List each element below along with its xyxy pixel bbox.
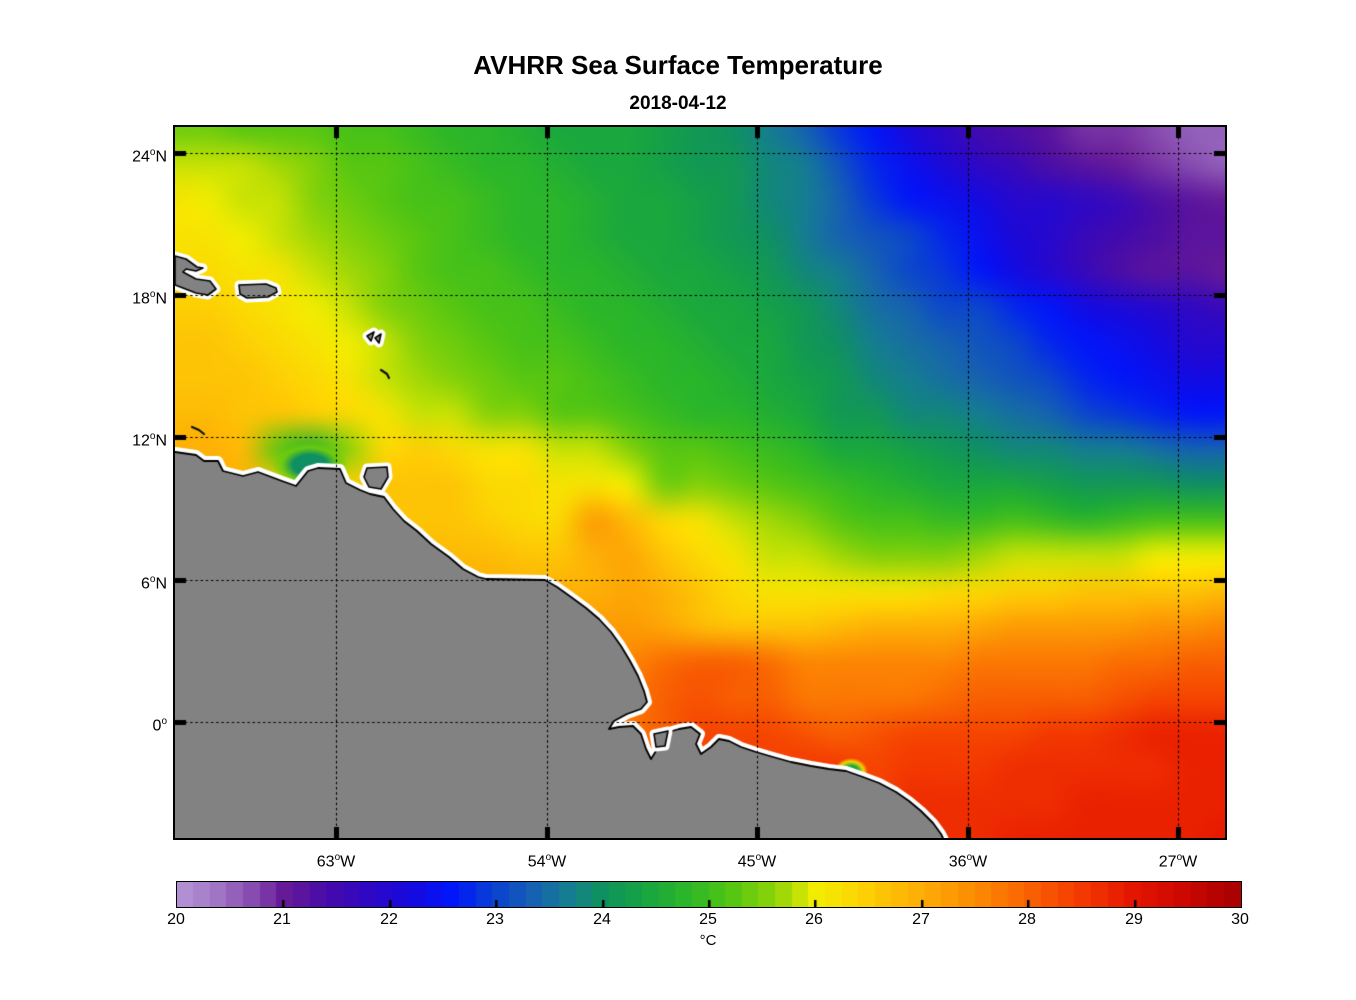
colorbar-tick-label: 27 [912, 911, 930, 928]
x-axis-tick-label: 36oW [948, 852, 988, 871]
y-axis-tick-label: 18oN [132, 289, 167, 308]
colorbar-tick-label: 28 [1018, 911, 1036, 928]
sst-heatmap-canvas [175, 127, 1225, 838]
colorbar [176, 881, 1242, 908]
colorbar-tick-label: 24 [593, 911, 611, 928]
colorbar-tick-label: 30 [1231, 911, 1249, 928]
colorbar-tick-label: 23 [486, 911, 504, 928]
colorbar-unit-label: °C [699, 932, 717, 949]
chart-date-subtitle: 2018-04-12 [629, 93, 727, 114]
y-axis-tick-label: 0o [152, 716, 167, 735]
colorbar-tick-label: 22 [380, 911, 398, 928]
x-axis-tick-label: 45oW [737, 852, 777, 871]
y-axis-tick-label: 12oN [132, 431, 167, 450]
colorbar-tick-label: 21 [273, 911, 291, 928]
colorbar-tick-label: 25 [699, 911, 717, 928]
x-axis-tick-label: 27oW [1158, 852, 1198, 871]
map-plot-area [173, 125, 1227, 840]
colorbar-tick-label: 26 [805, 911, 823, 928]
y-axis-tick-label: 24oN [132, 147, 167, 166]
chart-title: AVHRR Sea Surface Temperature [473, 50, 883, 80]
colorbar-tick-label: 29 [1125, 911, 1143, 928]
x-axis-tick-label: 54oW [527, 852, 567, 871]
colorbar-canvas [177, 882, 1241, 907]
colorbar-tick-label: 20 [167, 911, 185, 928]
x-axis-tick-label: 63oW [316, 852, 356, 871]
y-axis-tick-label: 6oN [140, 574, 167, 593]
